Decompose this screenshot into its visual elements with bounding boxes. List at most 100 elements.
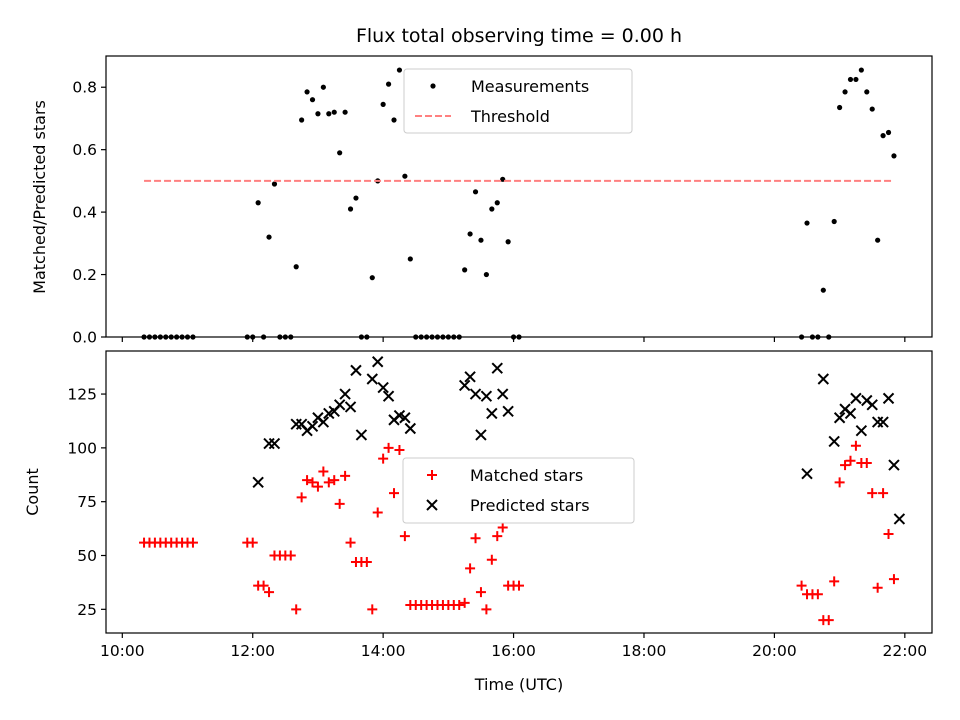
data-point bbox=[840, 460, 851, 471]
data-point bbox=[882, 392, 895, 405]
data-point bbox=[266, 234, 272, 240]
data-point bbox=[252, 476, 264, 489]
data-point bbox=[820, 287, 826, 293]
data-point bbox=[404, 422, 417, 435]
data-point bbox=[831, 218, 837, 225]
data-point bbox=[796, 580, 807, 591]
data-point bbox=[834, 477, 845, 488]
data-point bbox=[491, 362, 503, 374]
data-point bbox=[845, 455, 856, 466]
data-point bbox=[258, 580, 269, 591]
data-point bbox=[312, 481, 323, 492]
x-tick-label: 12:00 bbox=[230, 642, 275, 660]
data-point bbox=[366, 373, 378, 385]
data-point bbox=[291, 604, 302, 615]
data-point bbox=[850, 440, 861, 451]
data-point bbox=[888, 574, 899, 585]
bottom-y-axis-label: Count bbox=[23, 468, 42, 516]
data-point bbox=[866, 399, 878, 411]
data-point bbox=[502, 405, 514, 417]
data-point bbox=[492, 531, 503, 542]
data-point bbox=[369, 275, 375, 281]
data-point bbox=[342, 109, 348, 115]
legend-label: Matched stars bbox=[470, 466, 583, 485]
data-point bbox=[462, 267, 468, 273]
bottom-y-tick-label: 125 bbox=[67, 386, 97, 404]
data-point bbox=[315, 111, 321, 117]
series-matched-stars bbox=[139, 440, 899, 626]
data-point bbox=[853, 76, 859, 83]
data-point bbox=[458, 379, 471, 392]
data-point bbox=[486, 407, 498, 420]
data-point bbox=[817, 373, 830, 385]
data-point bbox=[326, 111, 332, 117]
top-plot-frame bbox=[105, 55, 933, 338]
data-point bbox=[345, 537, 356, 548]
data-point bbox=[367, 604, 378, 615]
data-point bbox=[361, 556, 372, 567]
data-point bbox=[500, 176, 506, 182]
x-tick-label: 22:00 bbox=[882, 642, 927, 660]
top-legend: Measurements Threshold bbox=[403, 68, 633, 134]
data-point bbox=[888, 459, 900, 471]
data-point bbox=[470, 533, 481, 544]
data-point bbox=[801, 467, 813, 480]
legend-label: Predicted stars bbox=[470, 496, 590, 515]
data-point bbox=[306, 420, 319, 433]
data-point bbox=[255, 200, 261, 206]
top-y-tick-label: 0.2 bbox=[72, 266, 97, 284]
data-point bbox=[271, 181, 278, 187]
data-point bbox=[844, 407, 857, 420]
x-tick-label: 10:00 bbox=[100, 642, 145, 660]
data-point bbox=[355, 429, 368, 441]
data-point bbox=[187, 537, 198, 548]
data-point bbox=[875, 237, 881, 243]
legend-box bbox=[403, 68, 633, 134]
bottom-y-tick-label: 75 bbox=[77, 493, 97, 511]
data-point bbox=[867, 488, 878, 499]
data-point bbox=[247, 537, 258, 548]
data-point bbox=[833, 412, 846, 424]
legend-label: Threshold bbox=[470, 107, 550, 126]
legend-label: Measurements bbox=[471, 77, 589, 96]
data-point bbox=[299, 117, 305, 123]
data-point bbox=[372, 507, 383, 518]
x-tick-label: 16:00 bbox=[491, 642, 536, 660]
data-point bbox=[268, 437, 281, 450]
data-point bbox=[382, 390, 395, 402]
data-point bbox=[489, 206, 495, 212]
data-point bbox=[496, 388, 509, 400]
top-y-tick-label: 0.0 bbox=[72, 329, 97, 347]
series-measurements bbox=[141, 67, 897, 340]
x-tick-label: 18:00 bbox=[622, 642, 667, 660]
data-point bbox=[861, 457, 872, 468]
data-point bbox=[878, 488, 889, 499]
data-point bbox=[812, 589, 823, 600]
data-point bbox=[494, 200, 500, 206]
data-point bbox=[483, 271, 489, 278]
data-point bbox=[377, 381, 389, 394]
data-point bbox=[858, 67, 864, 73]
data-point bbox=[893, 513, 906, 525]
data-point bbox=[378, 453, 389, 464]
data-point bbox=[296, 492, 307, 503]
top-y-tick-label: 0.6 bbox=[72, 141, 97, 159]
bottom-plot: 10:00 12:00 14:00 16:00 18:00 20:00 22:00 25 50 7… bbox=[67, 350, 933, 660]
x-tick-label: 14:00 bbox=[361, 642, 406, 660]
data-point bbox=[497, 522, 508, 533]
data-point bbox=[828, 435, 840, 448]
bottom-y-tick-label: 50 bbox=[77, 547, 97, 565]
data-point bbox=[293, 264, 299, 270]
data-point bbox=[842, 89, 848, 95]
data-point bbox=[472, 189, 479, 195]
data-point bbox=[380, 101, 386, 107]
data-point bbox=[302, 475, 313, 486]
data-point bbox=[323, 477, 334, 488]
data-point bbox=[847, 76, 854, 83]
legend-marker bbox=[430, 83, 436, 89]
legend-box bbox=[402, 457, 635, 524]
data-point bbox=[454, 600, 465, 611]
data-point bbox=[885, 129, 892, 136]
data-point bbox=[307, 477, 318, 488]
